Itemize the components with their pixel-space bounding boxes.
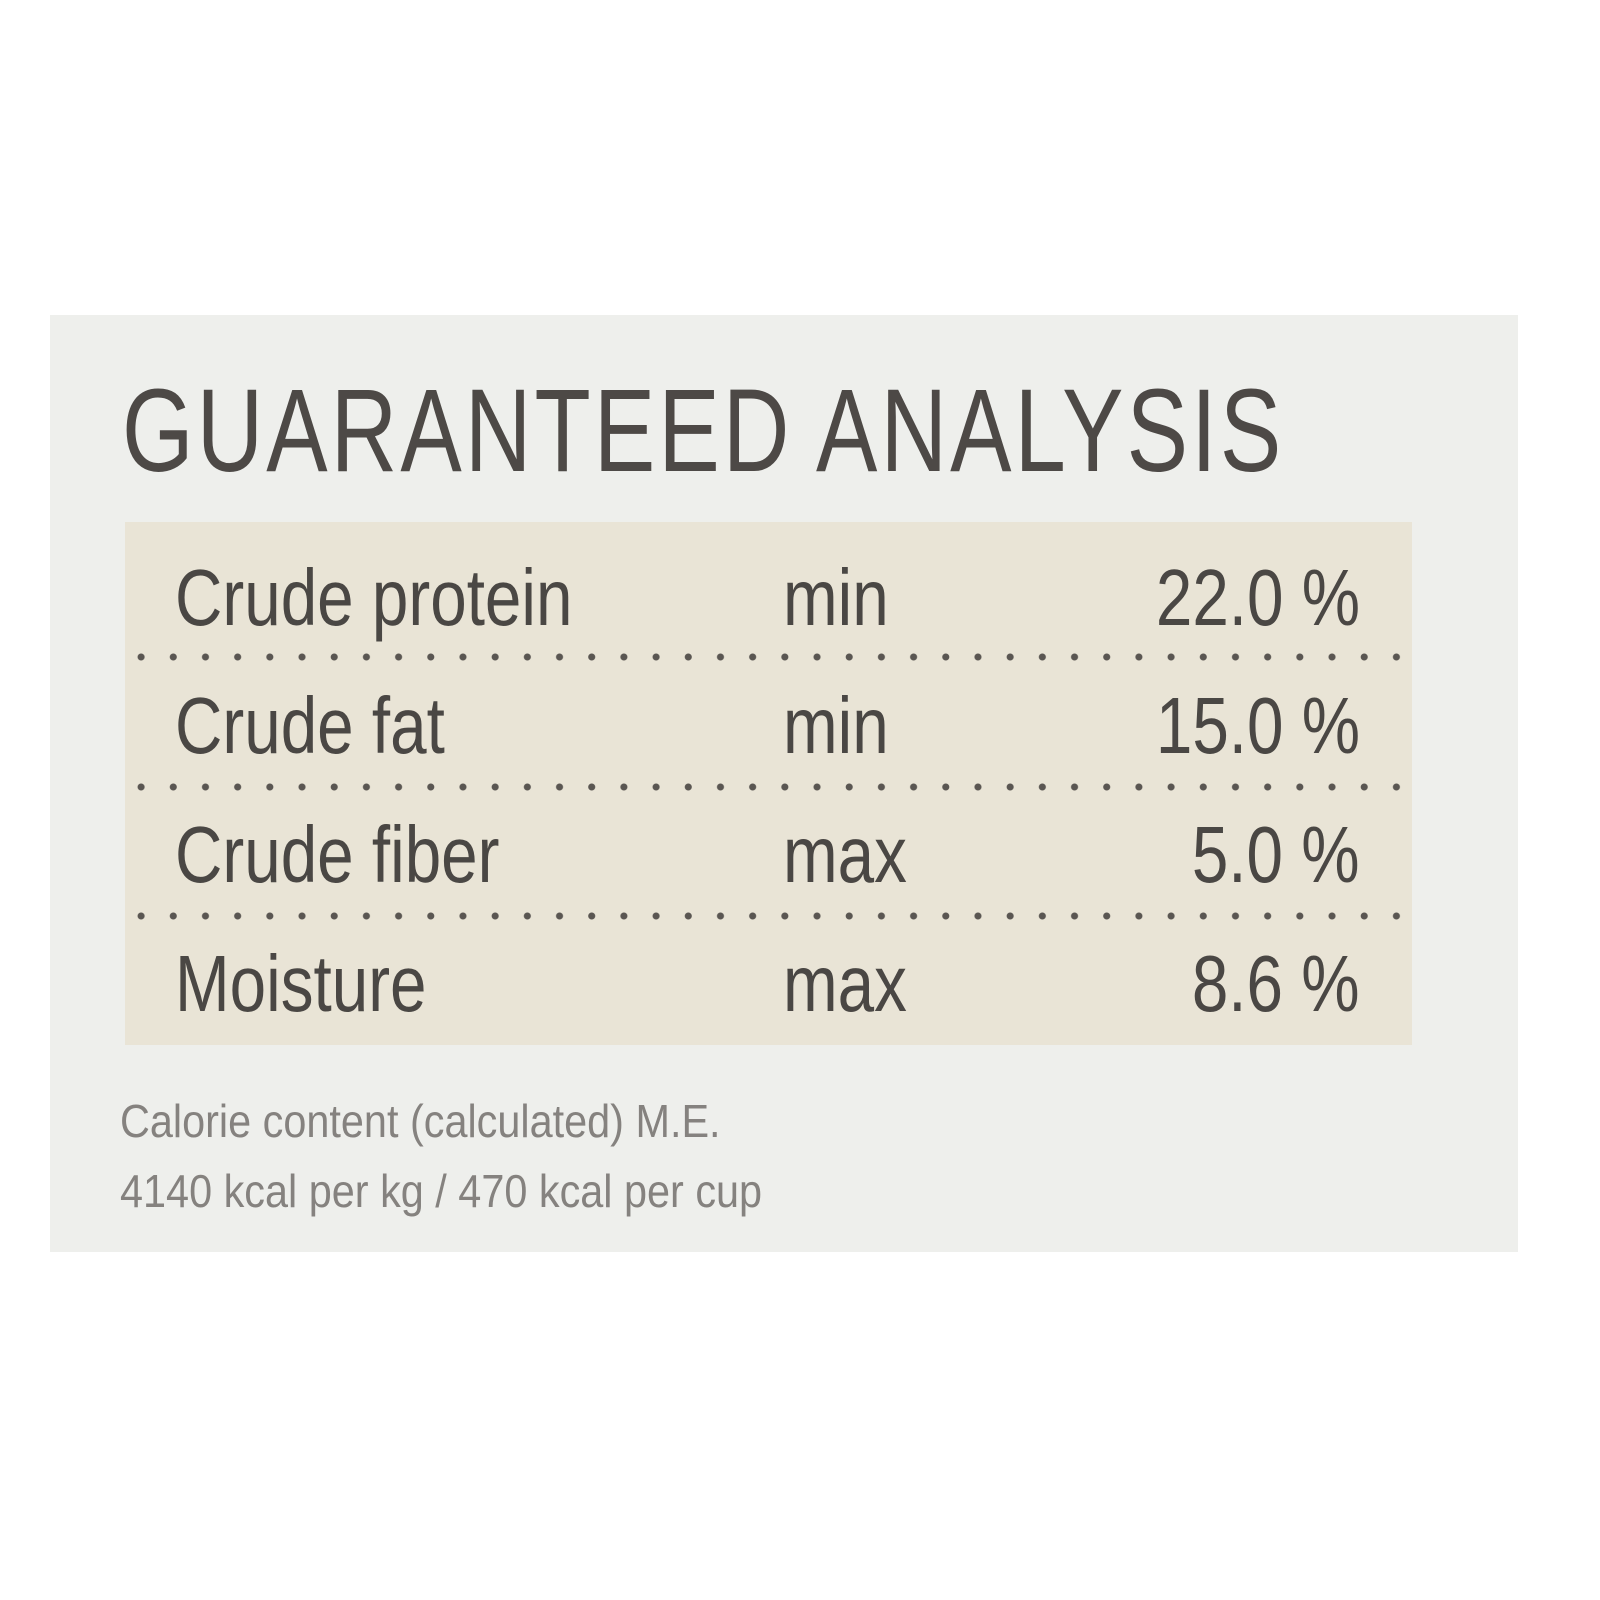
- calorie-note-line-1: Calorie content (calculated) M.E.: [120, 1095, 721, 1147]
- value: 15.0 %: [1155, 681, 1360, 770]
- table-row: Moisture max 8.6 %: [125, 934, 1412, 1034]
- dotted-divider: [125, 782, 1415, 792]
- calorie-note-line-2: 4140 kcal per kg / 470 kcal per cup: [120, 1165, 763, 1217]
- nutrient-name: Crude fiber: [175, 810, 500, 899]
- table-row: Crude fiber max 5.0 %: [125, 805, 1412, 905]
- qualifier: min: [783, 553, 889, 642]
- table-row: Crude protein min 22.0 %: [125, 548, 1412, 648]
- qualifier: min: [783, 681, 889, 770]
- nutrient-name: Crude protein: [175, 553, 573, 642]
- value: 5.0 %: [1192, 810, 1360, 899]
- nutrient-name: Crude fat: [175, 681, 445, 770]
- table-row: Crude fat min 15.0 %: [125, 676, 1412, 776]
- dotted-divider: [125, 652, 1415, 662]
- dotted-divider: [125, 911, 1415, 921]
- value: 8.6 %: [1192, 939, 1360, 1028]
- qualifier: max: [783, 939, 907, 1028]
- qualifier: max: [783, 810, 907, 899]
- value: 22.0 %: [1155, 553, 1360, 642]
- nutrient-name: Moisture: [175, 939, 427, 1028]
- page-title: GUARANTEED ANALYSIS: [122, 365, 1285, 497]
